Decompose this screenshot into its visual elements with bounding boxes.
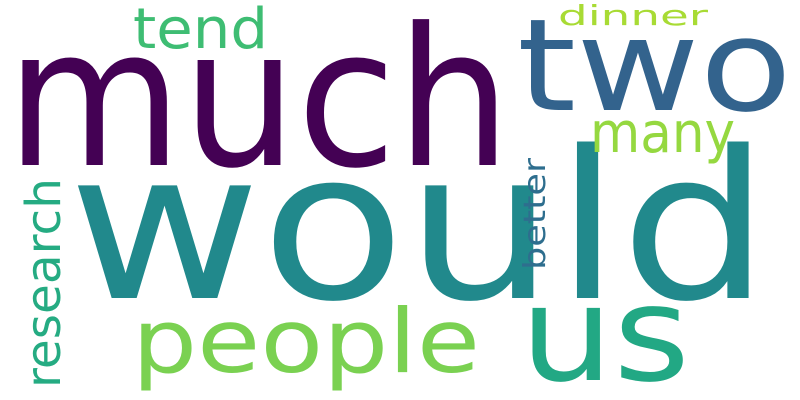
word-us: us [520, 258, 690, 400]
word-many: many [590, 101, 735, 166]
word-research: dinner [558, 0, 709, 32]
word-two: two [517, 0, 792, 141]
word-dinner: research [16, 178, 72, 388]
word-would: would [68, 107, 770, 347]
word-much: much [6, 0, 511, 211]
word-tend: tend [133, 0, 268, 62]
word-better: better [518, 157, 553, 270]
word-people: people [132, 290, 480, 393]
